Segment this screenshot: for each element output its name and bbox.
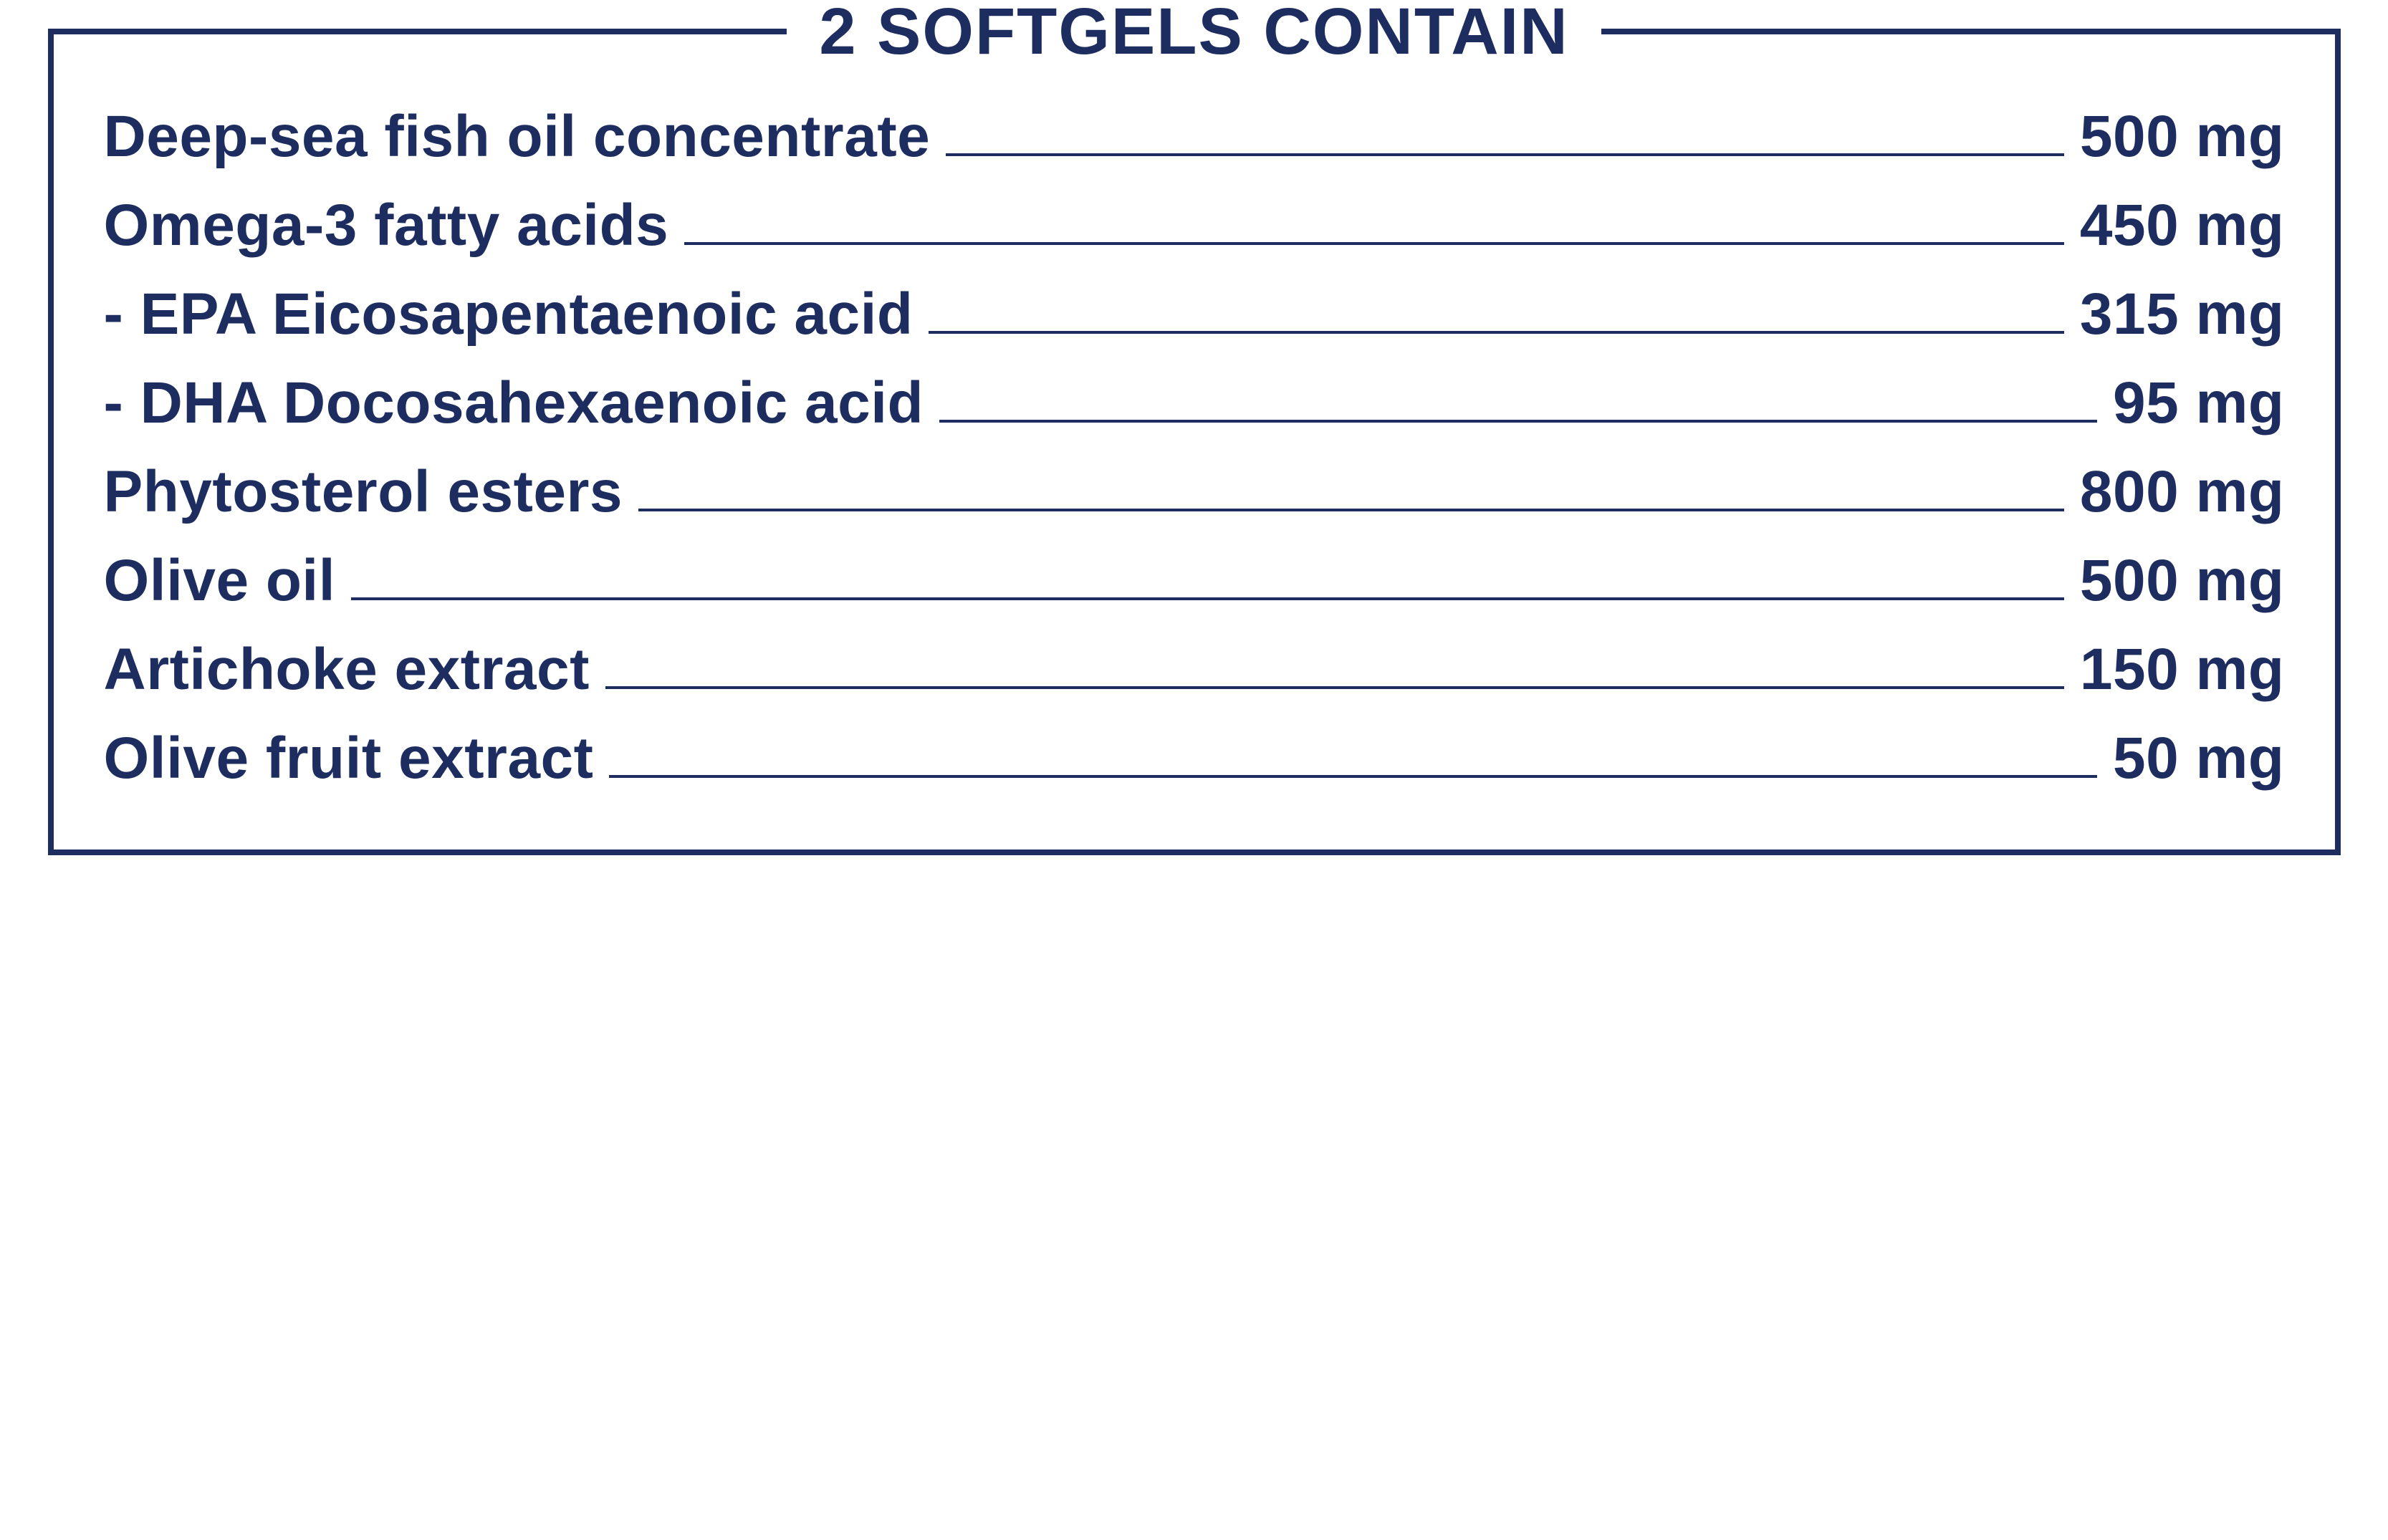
panel-title-wrap: 2 SOFTGELS CONTAIN <box>54 0 2335 69</box>
ingredient-label: Deep-sea fish oil concentrate <box>104 103 931 170</box>
ingredient-value: 450 mg <box>2080 192 2285 259</box>
ingredient-label: Phytosterol esters <box>104 458 623 526</box>
ingredient-row: - EPA Eicosapentaenoic acid 315 mg <box>104 281 2285 348</box>
leader-line <box>684 242 2064 245</box>
leader-line <box>638 509 2064 511</box>
ingredient-label: Artichoke extract <box>104 636 590 703</box>
nutrition-panel: 2 SOFTGELS CONTAIN Deep-sea fish oil con… <box>48 29 2341 855</box>
panel-title: 2 SOFTGELS CONTAIN <box>787 0 1601 69</box>
ingredient-value: 315 mg <box>2080 281 2285 348</box>
ingredient-label: Omega-3 fatty acids <box>104 192 669 259</box>
ingredient-label: Olive fruit extract <box>104 725 594 792</box>
leader-line <box>605 686 2064 689</box>
ingredient-row: Olive oil 500 mg <box>104 547 2285 615</box>
ingredient-row: Phytosterol esters 800 mg <box>104 458 2285 526</box>
leader-line <box>351 597 2064 600</box>
ingredient-label: - DHA Docosahexaenoic acid <box>104 370 924 437</box>
ingredient-row: Omega-3 fatty acids 450 mg <box>104 192 2285 259</box>
ingredient-value: 50 mg <box>2113 725 2285 792</box>
ingredient-rows: Deep-sea fish oil concentrate 500 mg Ome… <box>104 103 2285 792</box>
ingredient-row: Deep-sea fish oil concentrate 500 mg <box>104 103 2285 170</box>
ingredient-value: 500 mg <box>2080 547 2285 615</box>
ingredient-row: - DHA Docosahexaenoic acid 95 mg <box>104 370 2285 437</box>
ingredient-row: Olive fruit extract 50 mg <box>104 725 2285 792</box>
ingredient-label: - EPA Eicosapentaenoic acid <box>104 281 914 348</box>
ingredient-value: 500 mg <box>2080 103 2285 170</box>
ingredient-value: 800 mg <box>2080 458 2285 526</box>
ingredient-value: 95 mg <box>2113 370 2285 437</box>
leader-line <box>946 153 2064 156</box>
ingredient-value: 150 mg <box>2080 636 2285 703</box>
leader-line <box>939 420 2097 423</box>
ingredient-row: Artichoke extract 150 mg <box>104 636 2285 703</box>
leader-line <box>609 775 2097 778</box>
ingredient-label: Olive oil <box>104 547 336 615</box>
leader-line <box>929 331 2063 334</box>
